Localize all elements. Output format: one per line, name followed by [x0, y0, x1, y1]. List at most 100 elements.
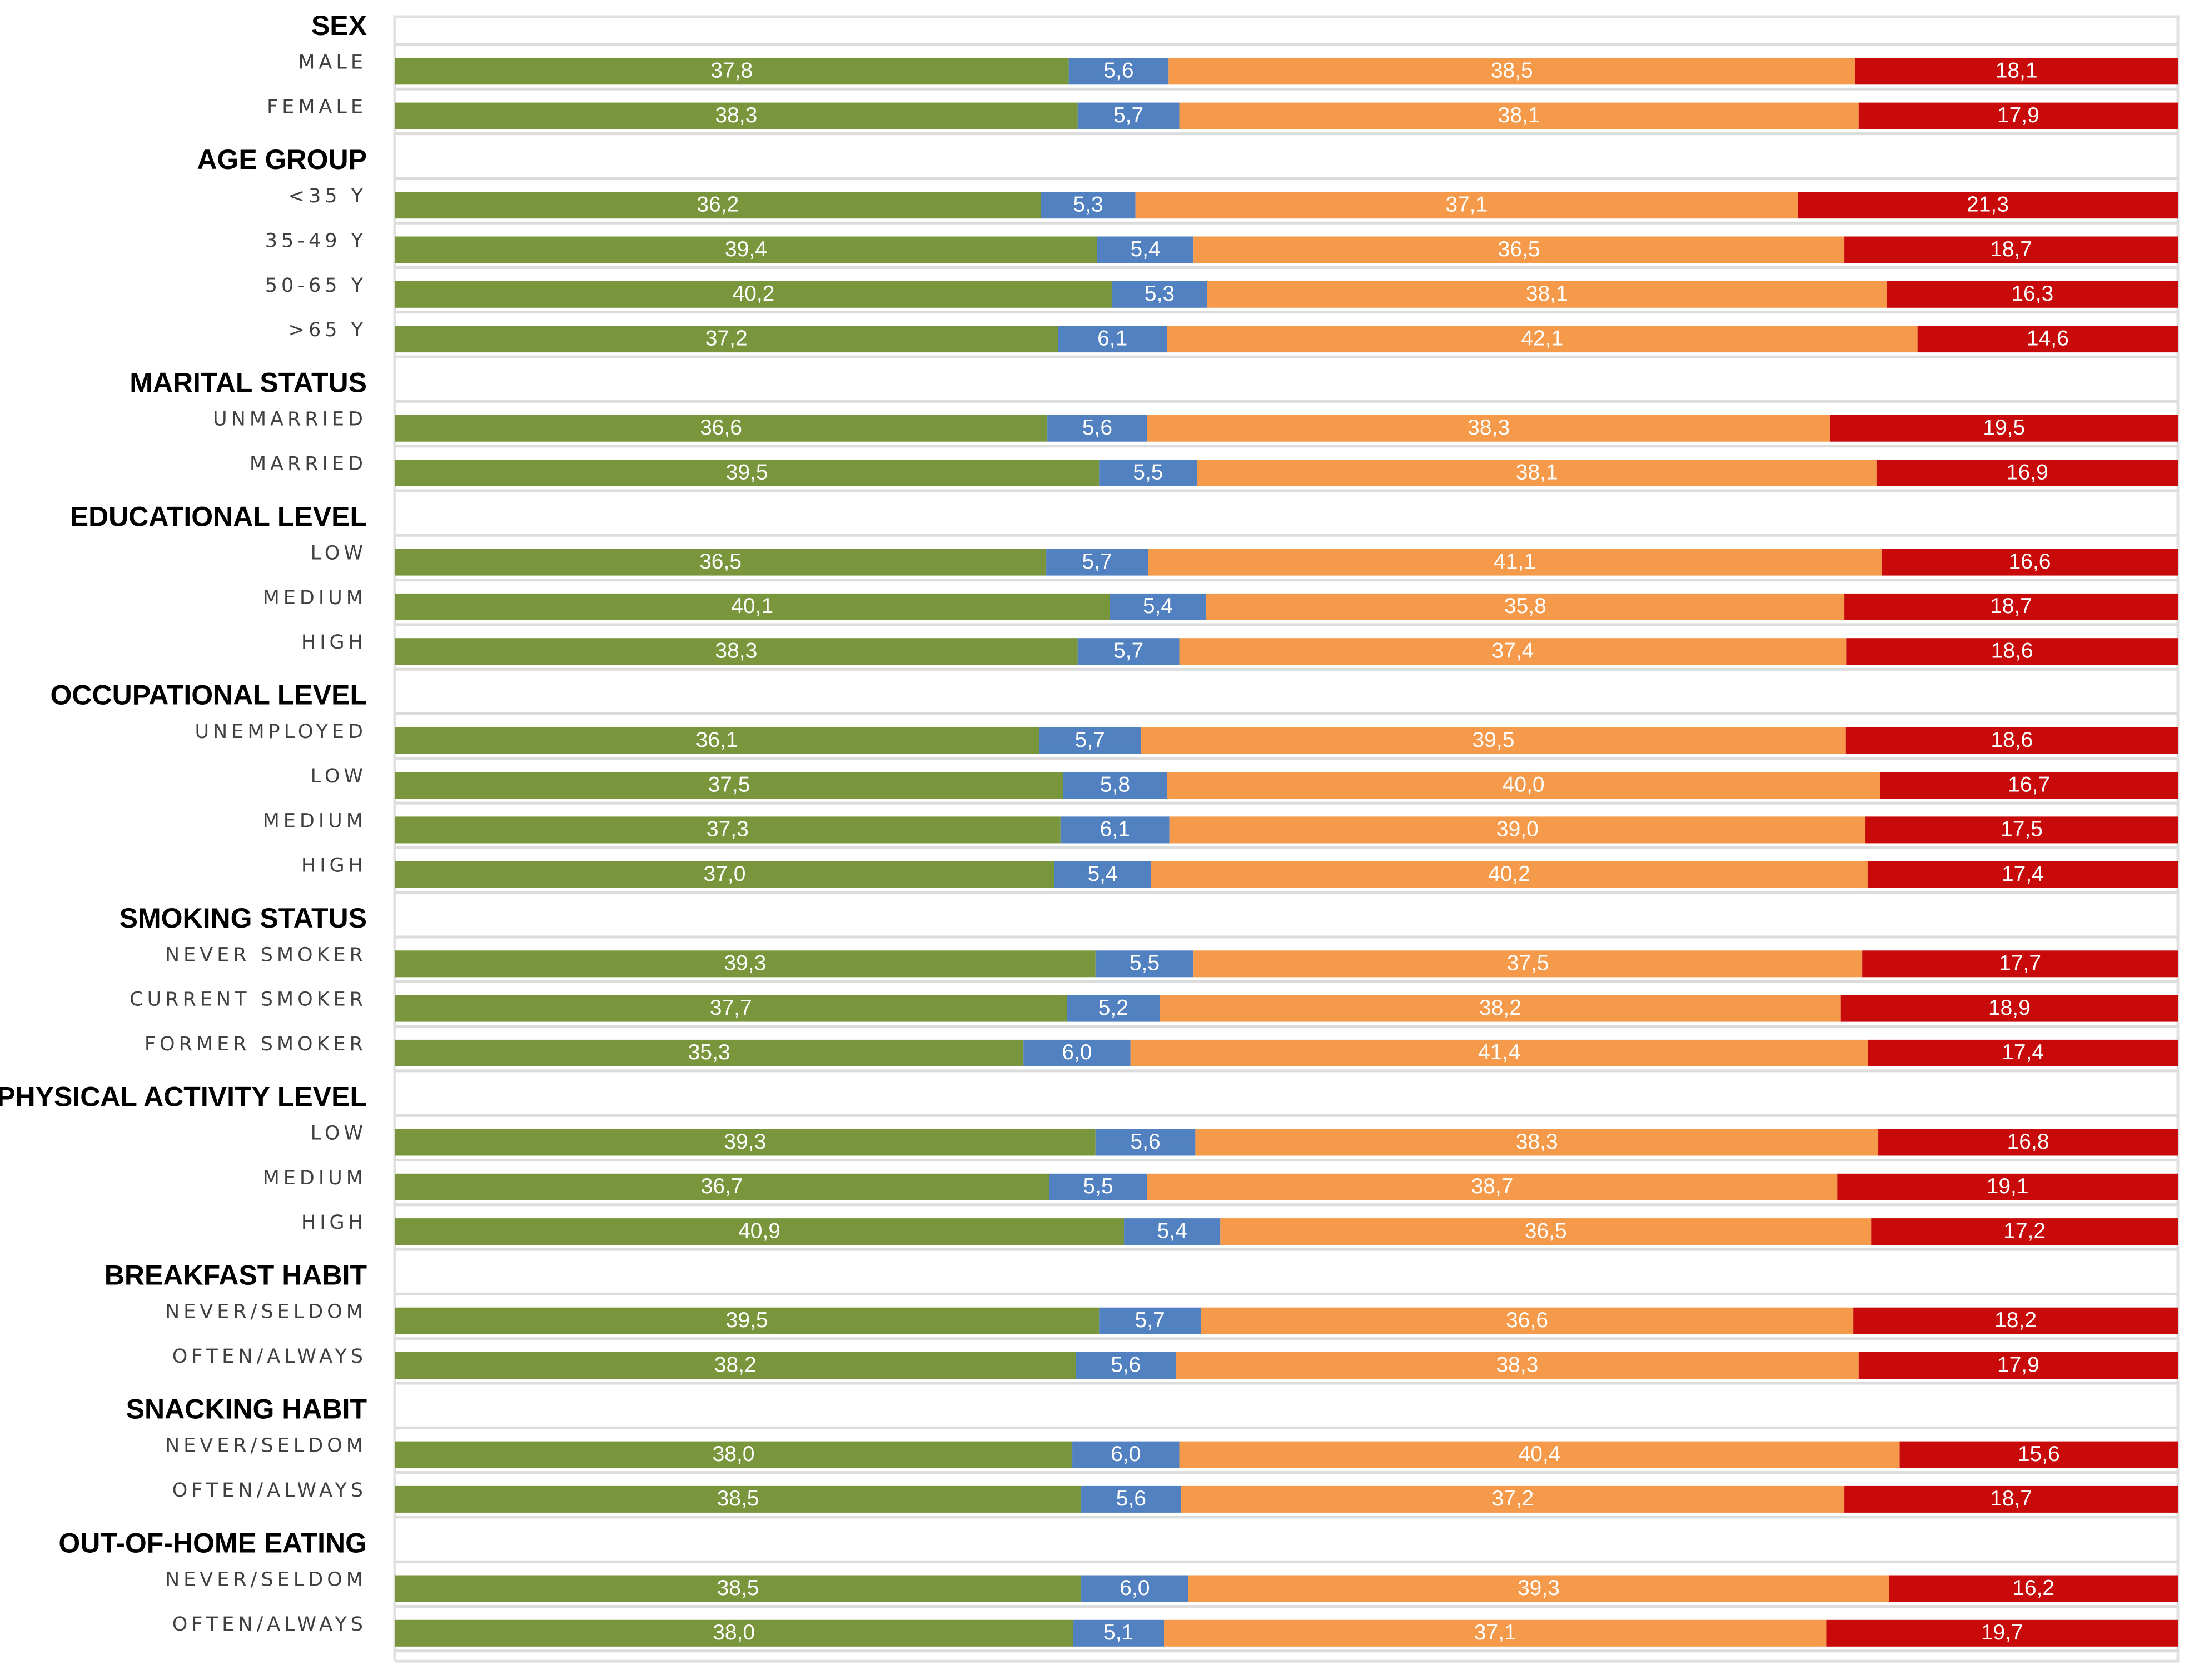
bar-segment — [1160, 995, 1841, 1022]
bar-segment — [1095, 1129, 1196, 1156]
bar-segment — [395, 1218, 1125, 1245]
category-label-former-smoker: FORMER SMOKER — [145, 1033, 367, 1055]
bar-segment — [1063, 772, 1167, 799]
category-label-female: FEMALE — [267, 96, 367, 118]
data-label: 5,4 — [1130, 237, 1160, 261]
bar-segment — [1845, 727, 2178, 754]
data-label: 19,5 — [1983, 416, 2025, 440]
data-label: 6,1 — [1100, 817, 1130, 841]
data-label: 17,9 — [1997, 1353, 2039, 1377]
bar-segment — [1207, 281, 1887, 308]
bar-segment — [1881, 549, 2178, 576]
bar-segment — [1099, 460, 1197, 486]
bar-segment — [1095, 950, 1194, 978]
data-label: 38,5 — [717, 1487, 759, 1510]
bar-segment — [1060, 816, 1170, 844]
data-label: 39,5 — [726, 460, 768, 484]
category-labels: SEX MALE FEMALE AGE GROUP <35 Y 35-49 Y 50-65 … — [0, 10, 367, 1636]
data-label: 41,1 — [1494, 550, 1536, 574]
data-label: 38,0 — [713, 1442, 755, 1466]
data-label: 39,3 — [1518, 1576, 1560, 1600]
bar-segment — [1899, 1441, 2178, 1468]
bar-segment — [1081, 1485, 1181, 1513]
data-label: 36,5 — [1498, 237, 1540, 261]
bar-segment — [1887, 281, 2178, 308]
data-label: 5,7 — [1113, 103, 1143, 127]
data-label: 17,4 — [2002, 862, 2044, 886]
category-label-current-smoker: CURRENT SMOKER — [130, 989, 367, 1011]
group-label-marital-status: MARITAL STATUS — [130, 367, 367, 398]
bar-segment — [395, 1039, 1024, 1066]
bar-segment — [395, 1619, 1073, 1647]
bar-segment — [1110, 593, 1206, 620]
data-label: 36,6 — [700, 416, 742, 440]
bar-segment — [395, 1173, 1049, 1200]
data-label: 5,4 — [1143, 594, 1173, 618]
data-label: 40,0 — [1503, 772, 1545, 796]
group-label-out-of-home-eating: OUT-OF-HOME EATING — [58, 1527, 367, 1558]
data-label: 38,2 — [1479, 996, 1521, 1020]
data-label: 37,4 — [1491, 639, 1534, 662]
bar-segment — [1844, 1485, 2178, 1513]
bar-segment — [395, 192, 1041, 219]
bar-segment — [395, 58, 1069, 85]
bar-segment — [1179, 102, 1859, 129]
bar-segment — [1097, 236, 1194, 263]
data-label: 38,3 — [1516, 1130, 1558, 1154]
bar-segment — [395, 861, 1054, 888]
category-label-high: HIGH — [301, 631, 367, 654]
category-label-never-smoker: NEVER SMOKER — [165, 944, 367, 966]
bar-segment — [1840, 995, 2178, 1022]
category-label-married: MARRIED — [250, 453, 367, 475]
data-label: 21,3 — [1967, 192, 2009, 216]
bar-segment — [1167, 772, 1880, 799]
data-label: 37,2 — [705, 326, 748, 350]
bar-segment — [1039, 727, 1141, 754]
bar-segment — [1837, 1173, 2178, 1200]
data-label: 19,1 — [1987, 1174, 2029, 1198]
category-label-low: LOW — [311, 765, 367, 787]
bar-segment — [395, 727, 1039, 754]
data-label: 17,4 — [2002, 1040, 2044, 1064]
data-label: 36,1 — [696, 728, 738, 752]
data-label: 38,3 — [715, 639, 757, 662]
bar-segment — [1855, 58, 2178, 85]
data-label: 5,7 — [1113, 639, 1143, 662]
data-label: 39,0 — [1496, 817, 1539, 841]
category-label-often-always: OFTEN/ALWAYS — [172, 1345, 367, 1368]
data-label: 18,6 — [1991, 728, 2033, 752]
bar-segment — [1844, 236, 2178, 263]
data-label: 38,3 — [1496, 1353, 1538, 1377]
group-label-smoking-status: SMOKING STATUS — [120, 903, 367, 934]
data-label: 5,1 — [1103, 1621, 1133, 1644]
bar-segment — [1058, 326, 1167, 353]
category-label-low: LOW — [311, 542, 367, 565]
bar-segment — [395, 1441, 1073, 1468]
bar-segment — [1871, 1218, 2178, 1245]
category-label-high: HIGH — [301, 1212, 367, 1234]
data-label: 5,5 — [1133, 460, 1163, 484]
data-label: 41,4 — [1478, 1040, 1520, 1064]
bar-segment — [1081, 1575, 1188, 1602]
data-label: 37,5 — [708, 772, 750, 796]
bar-segment — [1068, 58, 1169, 85]
data-label: 16,6 — [2009, 550, 2051, 574]
data-label: 39,5 — [726, 1308, 768, 1332]
data-label: 38,1 — [1516, 460, 1558, 484]
data-label: 18,9 — [1988, 996, 2031, 1020]
group-label-educational-level: EDUCATIONAL LEVEL — [70, 501, 367, 532]
bar-segment — [395, 326, 1058, 353]
bar-segment — [395, 950, 1096, 978]
category-label-50-65-y: 50-65 Y — [265, 275, 367, 297]
data-label: 40,1 — [731, 594, 773, 618]
bar-segment — [395, 102, 1078, 129]
data-label: 5,2 — [1098, 996, 1128, 1020]
bar-segment — [1041, 192, 1136, 219]
data-label: 38,7 — [1471, 1174, 1514, 1198]
data-label: 37,0 — [704, 862, 746, 886]
data-label: 39,3 — [724, 1130, 766, 1154]
data-label: 5,3 — [1145, 282, 1175, 306]
data-label: 5,5 — [1130, 951, 1160, 975]
bar-segment — [1167, 326, 1918, 353]
bar-segment — [395, 1307, 1100, 1334]
